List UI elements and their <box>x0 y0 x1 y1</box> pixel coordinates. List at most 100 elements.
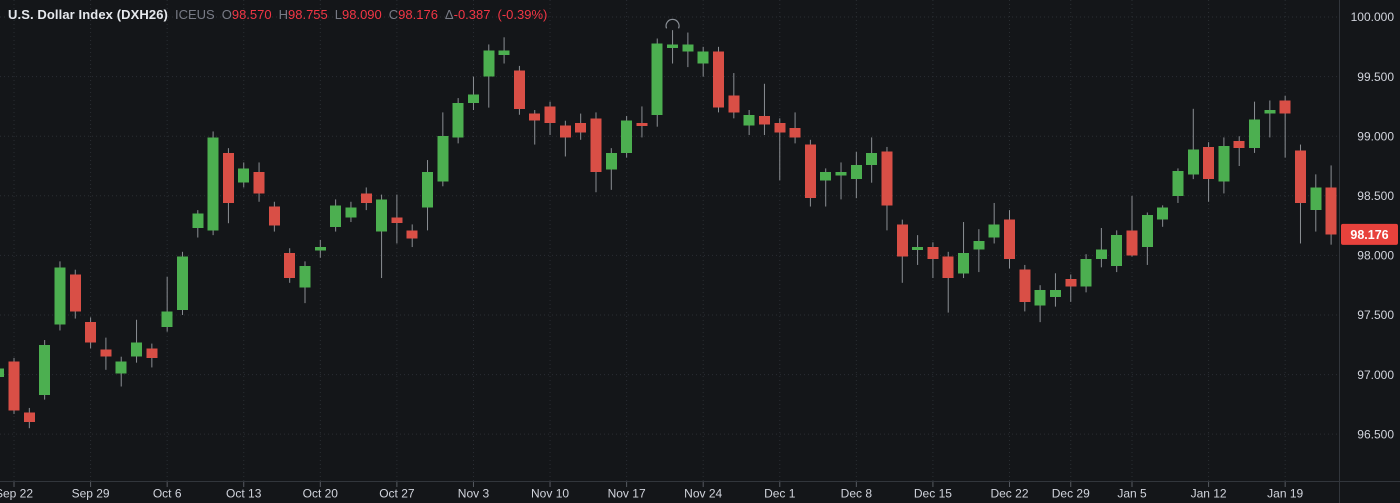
candle[interactable] <box>498 37 510 64</box>
candle[interactable] <box>0 366 5 380</box>
candle[interactable] <box>39 340 51 400</box>
candle[interactable] <box>1080 254 1092 293</box>
candle[interactable] <box>667 30 679 64</box>
candle[interactable] <box>1279 95 1291 158</box>
candle[interactable] <box>713 46 725 113</box>
candle[interactable] <box>927 242 939 279</box>
candle[interactable] <box>100 337 112 370</box>
candle[interactable] <box>330 199 342 232</box>
candle[interactable] <box>253 162 265 202</box>
candle[interactable] <box>1310 174 1322 232</box>
candle[interactable] <box>452 98 464 144</box>
candle[interactable] <box>467 76 479 111</box>
candle[interactable] <box>1203 142 1215 202</box>
candle[interactable] <box>85 317 97 349</box>
candle[interactable] <box>835 162 847 200</box>
candle[interactable] <box>284 248 296 283</box>
candle[interactable] <box>513 65 525 115</box>
candle[interactable] <box>896 219 908 283</box>
candle[interactable] <box>1034 285 1046 323</box>
candle[interactable] <box>942 251 954 313</box>
candle[interactable] <box>207 131 219 236</box>
close-letter: C <box>388 7 399 22</box>
candle[interactable] <box>789 112 801 144</box>
candle[interactable] <box>161 276 173 332</box>
candle[interactable] <box>222 148 234 224</box>
candle[interactable] <box>912 235 924 265</box>
candle[interactable] <box>1172 168 1184 203</box>
candle[interactable] <box>345 201 357 223</box>
candle[interactable] <box>314 239 326 258</box>
candle[interactable] <box>268 201 280 232</box>
candle[interactable] <box>192 210 204 238</box>
candle[interactable] <box>881 146 893 231</box>
candle[interactable] <box>1126 195 1138 257</box>
candle[interactable] <box>636 106 648 138</box>
candle[interactable] <box>1264 100 1276 138</box>
candle[interactable] <box>529 110 541 145</box>
candle[interactable] <box>1294 144 1306 244</box>
candle[interactable] <box>973 229 985 273</box>
candle[interactable] <box>743 110 755 136</box>
candle[interactable] <box>1019 264 1031 312</box>
candle[interactable] <box>176 251 188 315</box>
candle-body <box>835 171 847 176</box>
candle[interactable] <box>1233 136 1245 167</box>
candle-body <box>85 322 97 343</box>
candle[interactable] <box>238 162 250 188</box>
candle[interactable] <box>575 113 587 140</box>
candle[interactable] <box>131 319 143 363</box>
candle[interactable] <box>850 151 862 199</box>
candle[interactable] <box>605 148 617 190</box>
symbol-title[interactable]: U.S. Dollar Index (DXH26) <box>8 7 168 22</box>
candle[interactable] <box>682 32 694 68</box>
candle[interactable] <box>54 261 66 331</box>
candle[interactable] <box>115 356 127 387</box>
candle[interactable] <box>774 118 786 181</box>
candle[interactable] <box>1249 101 1261 153</box>
candle[interactable] <box>1003 210 1015 269</box>
candle[interactable] <box>422 160 434 231</box>
candle-body <box>621 120 633 153</box>
candle[interactable] <box>376 194 388 279</box>
candle[interactable] <box>8 357 20 414</box>
candle[interactable] <box>299 261 311 304</box>
candle[interactable] <box>1065 274 1077 302</box>
candle[interactable] <box>728 73 740 119</box>
candle[interactable] <box>1095 227 1107 268</box>
time-axis[interactable]: Sep 22 Sep 29 Oct 6 Oct 13 Oct 20 Oct 27 Nov 3… <box>0 482 1303 501</box>
candle-body <box>1126 230 1138 256</box>
candle[interactable] <box>621 115 633 158</box>
x-axis-label: Sep 29 <box>72 487 110 501</box>
candle[interactable] <box>1049 273 1061 307</box>
candle[interactable] <box>406 224 418 248</box>
candle[interactable] <box>1325 165 1337 245</box>
candle[interactable] <box>758 83 770 136</box>
candle[interactable] <box>651 38 663 127</box>
candle[interactable] <box>958 222 970 279</box>
candle-body <box>391 217 403 224</box>
candle[interactable] <box>866 137 878 183</box>
candle[interactable] <box>1111 230 1123 273</box>
candle[interactable] <box>483 44 495 108</box>
candles-layer[interactable] <box>0 30 1337 429</box>
candle[interactable] <box>23 407 35 429</box>
candle[interactable] <box>1157 205 1169 227</box>
candle[interactable] <box>544 101 556 136</box>
candle[interactable] <box>988 202 1000 244</box>
candle[interactable] <box>1141 212 1153 265</box>
candle[interactable] <box>697 46 709 77</box>
candle[interactable] <box>1187 108 1199 180</box>
candle[interactable] <box>146 343 158 368</box>
candle[interactable] <box>391 194 403 244</box>
candle[interactable] <box>1218 137 1230 194</box>
candle[interactable] <box>804 139 816 207</box>
candle[interactable] <box>820 168 832 207</box>
candle[interactable] <box>590 112 602 193</box>
candle[interactable] <box>559 120 571 157</box>
candle[interactable] <box>360 187 372 211</box>
candle[interactable] <box>69 269 81 319</box>
candle[interactable] <box>437 112 449 187</box>
price-axis[interactable]: 100.000 99.500 99.000 98.500 98.000 97.500 97.… <box>1351 10 1395 441</box>
